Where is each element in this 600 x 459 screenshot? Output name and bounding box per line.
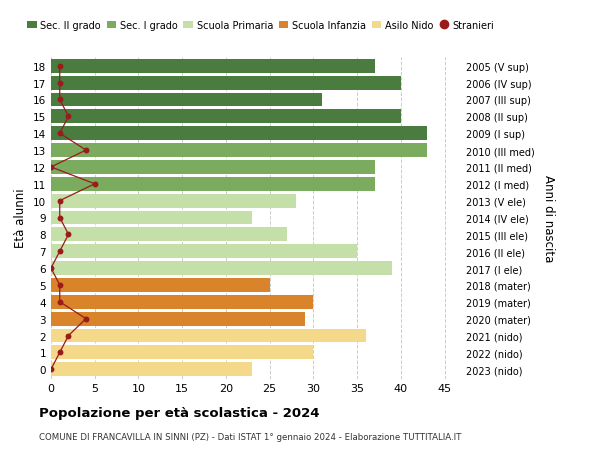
Point xyxy=(64,332,73,340)
Point xyxy=(46,265,56,272)
Point xyxy=(90,181,100,188)
Point xyxy=(81,147,91,154)
Point xyxy=(55,282,65,289)
Bar xyxy=(51,60,374,73)
Bar xyxy=(51,161,374,174)
Legend: Sec. II grado, Sec. I grado, Scuola Primaria, Scuola Infanzia, Asilo Nido, Stran: Sec. II grado, Sec. I grado, Scuola Prim… xyxy=(27,21,494,30)
Bar xyxy=(51,144,427,157)
Point xyxy=(81,315,91,323)
Y-axis label: Età alunni: Età alunni xyxy=(14,188,28,248)
Bar xyxy=(51,211,252,225)
Bar xyxy=(51,228,287,242)
Point xyxy=(55,248,65,255)
Text: Popolazione per età scolastica - 2024: Popolazione per età scolastica - 2024 xyxy=(39,406,320,419)
Bar xyxy=(51,346,313,359)
Point xyxy=(55,197,65,205)
Bar xyxy=(51,93,322,107)
Point xyxy=(46,164,56,171)
Bar xyxy=(51,127,427,141)
Point xyxy=(46,366,56,373)
Bar xyxy=(51,110,401,124)
Bar xyxy=(51,245,357,258)
Bar xyxy=(51,312,305,326)
Point xyxy=(55,96,65,104)
Point xyxy=(55,63,65,70)
Point xyxy=(55,349,65,356)
Bar xyxy=(51,363,252,376)
Bar xyxy=(51,262,392,275)
Point xyxy=(64,113,73,121)
Bar xyxy=(51,295,313,309)
Bar xyxy=(51,194,296,208)
Bar xyxy=(51,178,374,191)
Bar xyxy=(51,329,366,343)
Text: COMUNE DI FRANCAVILLA IN SINNI (PZ) - Dati ISTAT 1° gennaio 2024 - Elaborazione : COMUNE DI FRANCAVILLA IN SINNI (PZ) - Da… xyxy=(39,432,461,442)
Point xyxy=(55,80,65,87)
Point xyxy=(55,130,65,138)
Bar xyxy=(51,77,401,90)
Point xyxy=(55,298,65,306)
Point xyxy=(64,231,73,239)
Y-axis label: Anni di nascita: Anni di nascita xyxy=(542,174,555,262)
Bar xyxy=(51,279,269,292)
Point xyxy=(55,214,65,222)
